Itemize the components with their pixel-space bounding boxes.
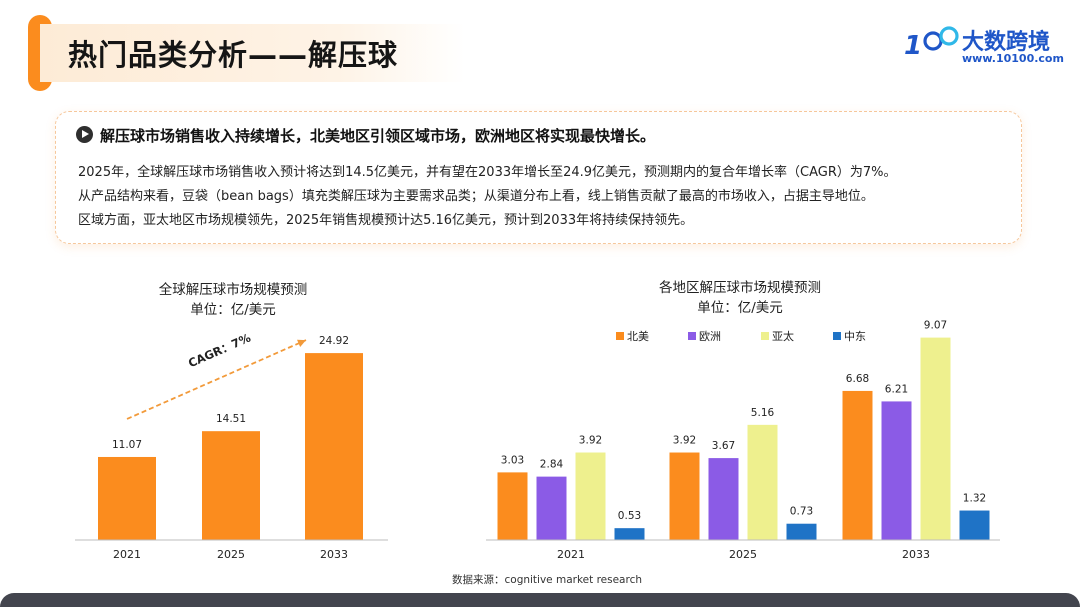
page-title: 热门品类分析——解压球 [68,38,399,72]
footer-bar [0,593,1080,607]
data-label: 11.07 [112,439,142,451]
logo-url: www.10100.com [962,52,1064,65]
chart1-title: 全球解压球市场规模预测 [158,282,308,298]
cagr-annotation: CAGR：7% [186,330,253,370]
summary-line: 2025年，全球解压球市场销售收入预计将达到14.5亿美元，并有望在2033年增… [78,165,897,180]
logo-mark-text: 1 [904,31,922,61]
summary-headline-text: 解压球市场销售收入持续增长，北美地区引领区域市场，欧洲地区将实现最快增长。 [100,127,656,145]
data-label: 24.92 [319,335,349,347]
x-tick-label: 2033 [320,548,348,561]
play-bullet-icon [76,126,93,143]
chart2-title: 各地区解压球市场规模预测 [659,280,821,296]
summary-line: 区域方面，亚太地区市场规模领先，2025年销售规模预计达5.16亿美元，预计到2… [78,213,694,228]
logo-mark-icon: 1 [904,26,959,61]
chart2-subtitle: 单位：亿/美元 [697,300,783,316]
title-band [40,24,465,82]
summary-line: 从产品结构来看，豆袋（bean bags）填充类解压球为主要需求品类；从渠道分布… [78,189,874,204]
arrow-head-icon [297,339,306,347]
logo-name: 大数跨境 [962,30,1051,55]
bar [305,353,363,540]
logo-ring-2 [939,26,959,46]
x-tick-label: 2021 [113,548,141,561]
brand-logo: 1 大数跨境 www.10100.com [902,22,1064,68]
summary-box: 解压球市场销售收入持续增长，北美地区引领区域市场，欧洲地区将实现最快增长。 20… [55,111,1022,244]
chart1-subtitle: 单位：亿/美元 [190,302,276,318]
bar [202,431,260,540]
x-tick-label: 2025 [217,548,245,561]
data-label: 14.51 [216,413,246,425]
data-source: 数据来源：cognitive market research [452,574,643,586]
cagr-trend-arrow [126,339,307,420]
bar [98,456,156,540]
